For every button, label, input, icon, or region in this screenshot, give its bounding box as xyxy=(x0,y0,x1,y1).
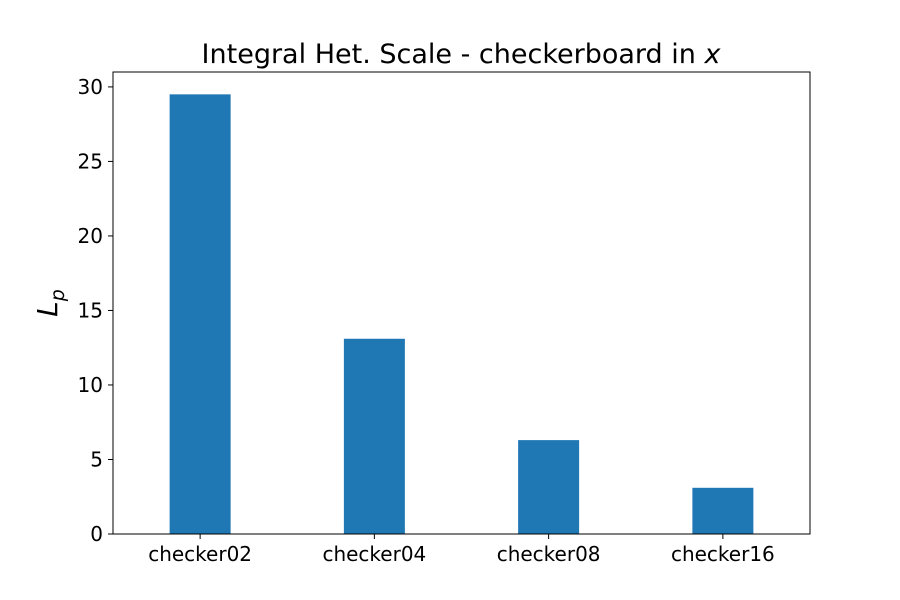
y-tick-label: 30 xyxy=(78,75,103,99)
axes-layer xyxy=(112,71,811,535)
x-tick-label: checker04 xyxy=(322,542,426,566)
y-tick-label: 25 xyxy=(78,149,103,173)
y-tick-label: 10 xyxy=(78,373,103,397)
bar-checker02 xyxy=(169,94,231,534)
chart-title-text: Integral Het. Scale - checkerboard in xyxy=(202,39,705,70)
x-tick-label: checker08 xyxy=(497,542,601,566)
bar-checker08 xyxy=(518,440,580,534)
y-axis-label-subscript: p xyxy=(47,289,69,302)
y-tick-label: 0 xyxy=(90,522,103,546)
bars-layer xyxy=(169,94,754,534)
y-axis-label: Lp xyxy=(31,289,69,317)
bar-checker04 xyxy=(343,338,405,534)
x-tick-label: checker16 xyxy=(671,542,775,566)
chart-title-variable: x xyxy=(703,39,721,70)
y-tick-label: 20 xyxy=(78,224,103,248)
bar-checker16 xyxy=(692,487,754,534)
x-tick-label: checker02 xyxy=(148,542,252,566)
plot-frame xyxy=(112,71,811,535)
y-tick-label: 15 xyxy=(78,298,103,322)
chart-title: Integral Het. Scale - checkerboard in x xyxy=(202,39,722,70)
y-axis-label-main: L xyxy=(31,301,64,317)
ticks-layer: 0 5 10 15 20 25 30 checker02 checker04 checker08 c… xyxy=(78,75,775,566)
y-tick-label: 5 xyxy=(90,447,103,471)
